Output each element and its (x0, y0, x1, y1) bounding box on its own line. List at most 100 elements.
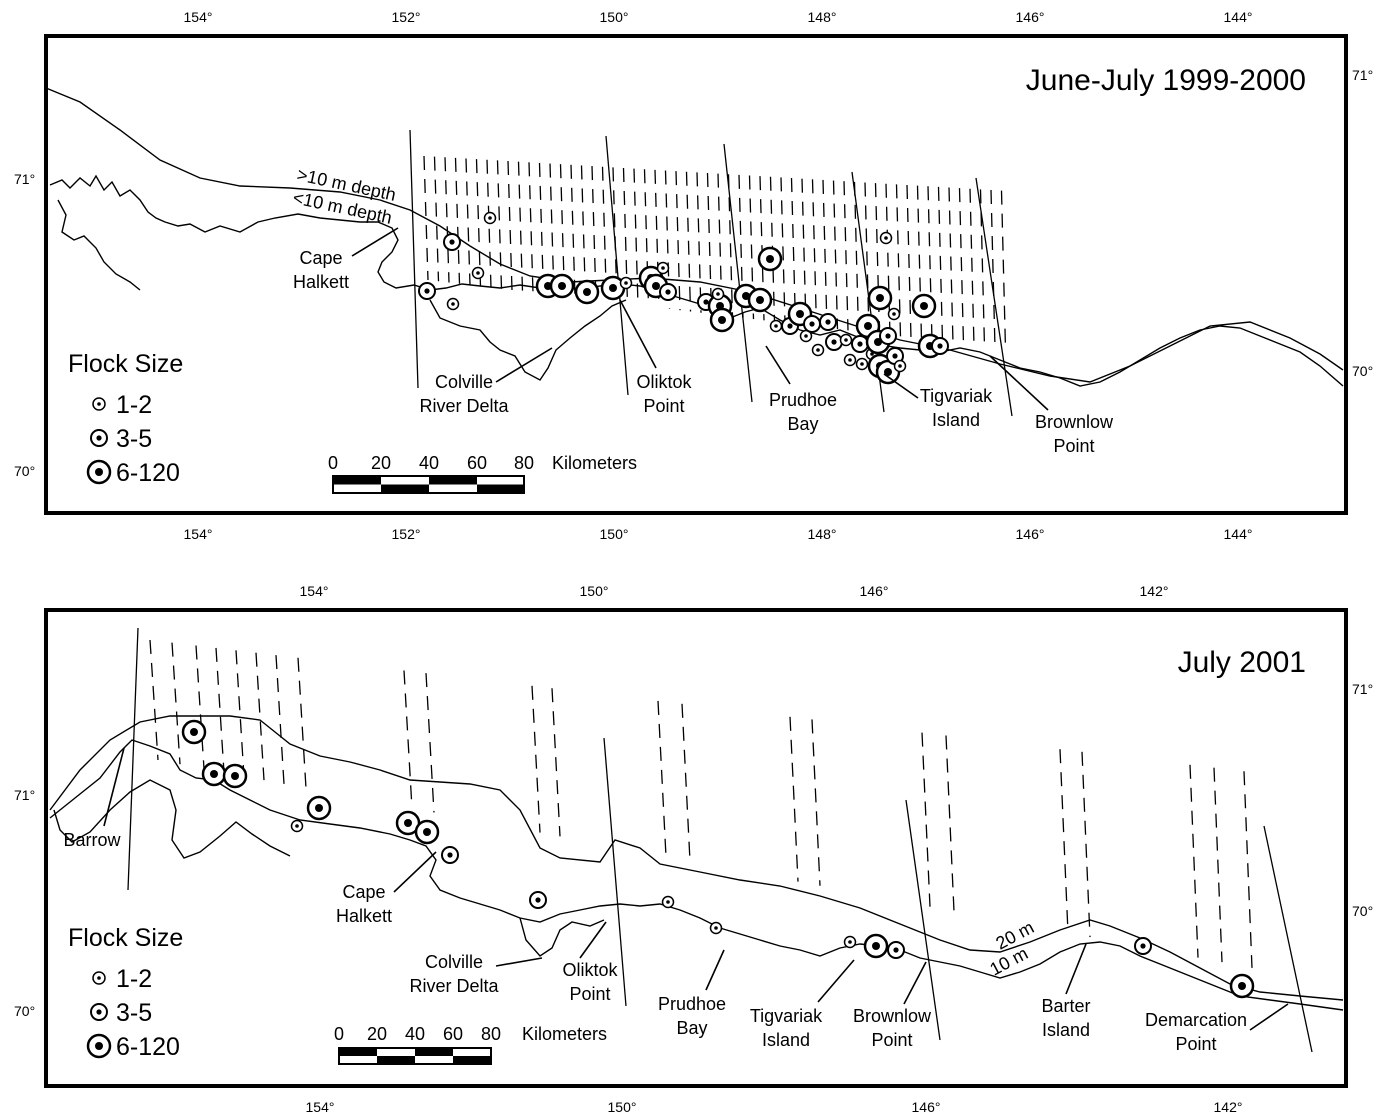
flock-marker-dot (424, 288, 430, 294)
scale-tick: 40 (419, 453, 439, 473)
transect-dash (811, 719, 821, 886)
legend-symbol-large (95, 468, 103, 476)
flock-marker-dot (892, 353, 898, 359)
transect-dash (531, 685, 541, 833)
leader-line (1249, 1003, 1289, 1031)
label-oliktok: Point (569, 984, 610, 1004)
transect-dash (423, 155, 429, 281)
scale-segment (377, 1056, 415, 1064)
coastline-detail (53, 779, 291, 859)
lon-tick: 152° (392, 526, 421, 542)
map-panel-1999-2000: 154° 152° 150° 148° 146° 144° 154° 152° … (14, 9, 1373, 542)
scale-segment (429, 476, 477, 485)
transect-dash (195, 645, 205, 769)
flock-marker-dot (609, 284, 617, 292)
flock-marker-dot (766, 255, 774, 263)
transect-dash (1213, 767, 1223, 963)
label-colville: River Delta (419, 396, 509, 416)
legend-symbol-medium (96, 1009, 102, 1015)
label-demarcation: Point (1175, 1034, 1216, 1054)
label-cape-halkett: Cape (342, 882, 385, 902)
flock-marker-dot (447, 852, 453, 858)
flock-marker-dot (315, 804, 323, 812)
scale-tick: 0 (334, 1024, 344, 1044)
scale-bar: 0 20 40 60 80 Kilometers (328, 453, 637, 494)
transect-dash (681, 703, 691, 862)
legend-title: Flock Size (68, 924, 183, 952)
transect-dash (149, 639, 159, 761)
transect-dash (945, 735, 955, 912)
legend-item: 1-2 (116, 965, 152, 993)
leader-line (765, 345, 791, 385)
scale-tick: 80 (514, 453, 534, 473)
flock-marker-dot (892, 312, 896, 316)
flock-marker-dot (666, 900, 670, 904)
scale-segment (477, 484, 524, 493)
transect-dash (832, 180, 839, 330)
leader-line (817, 959, 855, 1003)
map-frame (44, 34, 1348, 515)
lon-tick: 146° (1016, 9, 1045, 25)
flock-marker-dot (716, 292, 720, 296)
flock-marker-dot (295, 824, 299, 828)
transect-dash (1000, 190, 1007, 350)
flock-marker-dot (404, 819, 412, 827)
leader-line (989, 355, 1049, 411)
scale-unit: Kilometers (522, 1024, 607, 1044)
lon-tick: 146° (912, 1099, 941, 1115)
flock-size-legend: Flock Size 1-2 3-5 6-120 (68, 924, 183, 1061)
leader-line (705, 949, 725, 991)
label-brownlow: Point (1053, 436, 1094, 456)
transect-line (409, 129, 419, 389)
scale-tick: 20 (371, 453, 391, 473)
lon-tick: 144° (1224, 9, 1253, 25)
label-brownlow: Brownlow (1035, 412, 1114, 432)
flock-marker-dot (848, 358, 852, 362)
transect-dash (551, 688, 561, 837)
lat-tick: 71° (14, 171, 35, 187)
label-barrow: Barrow (63, 830, 121, 850)
flock-marker-dot (885, 333, 891, 339)
panel-title: June-July 1999-2000 (1026, 64, 1306, 97)
label-tigvariak: Tigvariak (750, 1006, 823, 1026)
scale-tick: 20 (367, 1024, 387, 1044)
label-oliktok: Oliktok (562, 960, 618, 980)
transect-dash (1059, 749, 1069, 933)
lon-tick: 146° (860, 583, 889, 599)
transect-dash (895, 184, 902, 337)
legend-symbol-small (97, 402, 101, 406)
transect-dash (789, 716, 799, 882)
scale-unit: Kilometers (552, 453, 637, 473)
legend-item: 3-5 (116, 425, 152, 453)
transect-dash (1243, 771, 1253, 968)
scale-tick: 0 (328, 453, 338, 473)
flock-marker-dot (449, 239, 455, 245)
flock-marker-dot (210, 770, 218, 778)
lon-tick: 154° (184, 526, 213, 542)
lat-tick: 71° (1352, 681, 1373, 697)
legend-symbol-large (86, 459, 112, 485)
scale-segment (333, 476, 381, 485)
place-labels: Barrow Cape Halkett Colville River Delta… (63, 747, 1289, 1054)
transect-dash (215, 647, 225, 773)
transect-dash (685, 171, 692, 312)
label-cape-halkett: Halkett (336, 906, 392, 926)
scale-tick: 40 (405, 1024, 425, 1044)
transect-line (605, 135, 629, 396)
transect-dash (706, 172, 713, 315)
flock-marker-dot (714, 926, 718, 930)
flock-marker-dot (231, 772, 239, 780)
transect-dash (696, 172, 702, 313)
flock-marker-dot (451, 302, 455, 306)
label-oliktok: Point (643, 396, 684, 416)
legend-item: 3-5 (116, 999, 152, 1027)
scale-tick: 80 (481, 1024, 501, 1044)
top-longitude-axis: 154° 150° 146° 142° (300, 583, 1169, 599)
transect-dash (822, 179, 828, 328)
lon-tick: 150° (580, 583, 609, 599)
latitude-axis: 71° 70° 71° 70° (14, 67, 1373, 479)
transect-dash (454, 157, 461, 284)
transect-dash (853, 181, 860, 332)
transect-line (1263, 825, 1313, 1053)
leader-line (495, 347, 553, 383)
